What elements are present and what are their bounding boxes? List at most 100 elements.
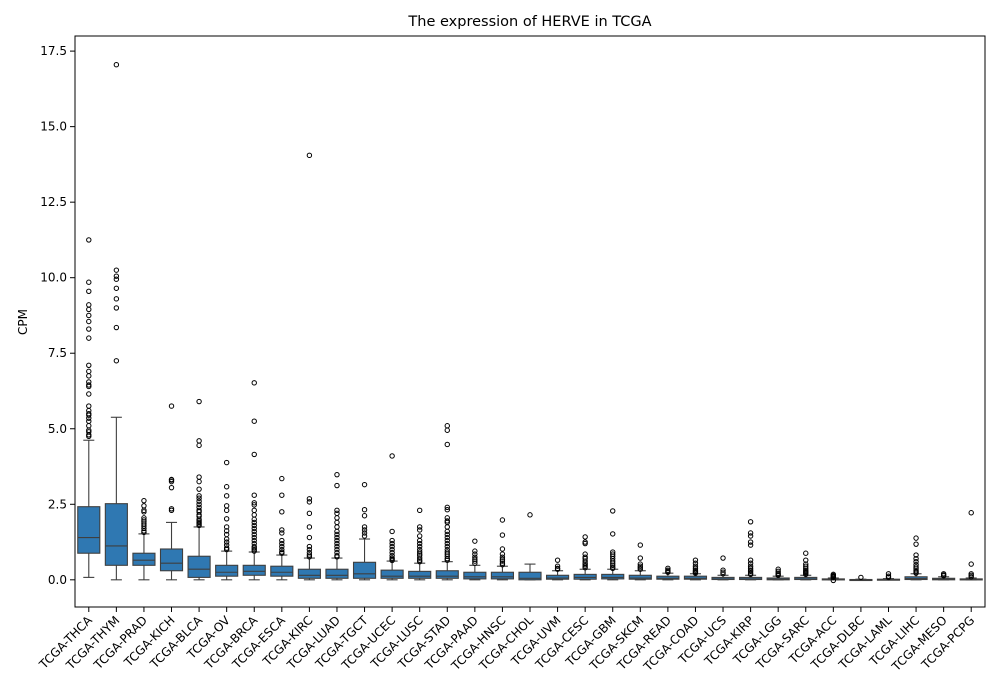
outlier-point <box>747 519 754 525</box>
outlier-point <box>472 558 478 564</box>
outlier-point <box>747 568 754 575</box>
outlier-point <box>444 528 450 535</box>
box-tcga-stad <box>435 423 459 581</box>
y-tick-label: 7.5 <box>48 346 67 360</box>
outlier-point <box>251 380 257 386</box>
outlier-point <box>913 552 919 558</box>
outlier-point <box>775 572 781 578</box>
outlier-point <box>86 306 92 313</box>
outlier-point <box>416 543 423 550</box>
outlier-point <box>223 507 230 514</box>
outlier-point <box>251 528 257 535</box>
outlier-point <box>334 471 340 478</box>
outlier-point <box>334 540 340 547</box>
box-tcga-thym <box>104 62 128 581</box>
outlier-point <box>306 552 313 558</box>
box-iqr <box>159 548 184 572</box>
outlier-point <box>499 546 506 552</box>
box-tcga-ucs <box>711 555 735 581</box>
outlier-point <box>610 531 616 537</box>
outlier-point <box>334 482 340 489</box>
outlier-point <box>499 551 506 557</box>
outlier-point <box>527 512 533 518</box>
outlier-point <box>113 324 120 331</box>
box-tcga-sarc <box>794 550 818 581</box>
outlier-point <box>251 525 257 532</box>
box-iqr <box>242 564 266 576</box>
box-tcga-lgg <box>766 566 790 581</box>
outlier-point <box>279 475 285 482</box>
outlier-point <box>196 501 202 507</box>
outlier-point <box>361 524 368 530</box>
outlier-point <box>279 546 285 553</box>
box-iqr <box>435 570 459 579</box>
box-tcga-lusc <box>408 507 432 581</box>
outlier-point <box>334 543 340 550</box>
outlier-point <box>251 548 257 554</box>
box-iqr <box>490 571 515 580</box>
outlier-point <box>86 237 92 243</box>
outlier-point <box>416 507 423 514</box>
outlier-point <box>223 503 230 509</box>
outlier-point <box>444 507 450 513</box>
outlier-point <box>389 540 395 547</box>
outlier-point <box>168 507 175 514</box>
outlier-point <box>444 543 450 550</box>
outlier-point <box>444 423 450 429</box>
y-tick-label: 15.0 <box>40 120 67 134</box>
outlier-point <box>141 529 147 536</box>
box-tcga-pcpg <box>959 510 983 581</box>
box-iqr <box>683 575 708 580</box>
box-iqr <box>380 569 404 579</box>
outlier-point <box>334 554 340 560</box>
outlier-point <box>444 537 450 544</box>
outlier-point <box>747 542 754 548</box>
outlier-point <box>251 522 257 529</box>
chart-title: The expression of HERVE in TCGA <box>407 14 651 30</box>
outlier-point <box>692 560 699 566</box>
outlier-point <box>334 534 340 541</box>
outlier-point <box>168 478 175 485</box>
box-iqr <box>325 568 349 579</box>
outlier-point <box>913 558 919 565</box>
box-tcga-coad <box>683 557 708 581</box>
box-tcga-acc <box>821 571 845 584</box>
outlier-point <box>610 508 616 514</box>
outlier-point <box>389 543 395 550</box>
outlier-point <box>472 560 478 566</box>
box-iqr <box>628 574 652 580</box>
outlier-point <box>499 532 506 538</box>
outlier-point <box>223 484 230 490</box>
outlier-point <box>223 528 230 534</box>
outlier-point <box>86 302 92 308</box>
outlier-point <box>582 534 588 540</box>
outlier-point <box>444 524 450 530</box>
outlier-point <box>86 318 92 325</box>
outlier-point <box>582 558 588 564</box>
box-iqr <box>77 506 101 554</box>
outlier-point <box>416 537 423 544</box>
outlier-point <box>251 516 257 523</box>
outlier-point <box>499 517 506 523</box>
outlier-point <box>306 546 313 553</box>
outlier-point <box>113 267 120 273</box>
outlier-point <box>416 533 423 539</box>
outlier-point <box>444 557 450 563</box>
outlier-point <box>361 513 368 519</box>
outlier-point <box>830 577 837 584</box>
outlier-point <box>444 531 450 538</box>
outlier-point <box>279 530 285 536</box>
outlier-point <box>747 539 754 545</box>
outlier-point <box>637 555 644 561</box>
y-axis-label: CPM <box>16 309 30 335</box>
outlier-point <box>940 573 947 579</box>
outlier-point <box>334 537 340 544</box>
outlier-point <box>389 557 395 564</box>
box-tcga-hnsc <box>490 517 515 581</box>
outlier-point <box>86 326 92 332</box>
outlier-point <box>720 571 726 577</box>
box-tcga-lihc <box>904 535 928 581</box>
outlier-point <box>196 442 202 449</box>
box-iqr <box>573 573 597 580</box>
outlier-point <box>968 561 974 567</box>
